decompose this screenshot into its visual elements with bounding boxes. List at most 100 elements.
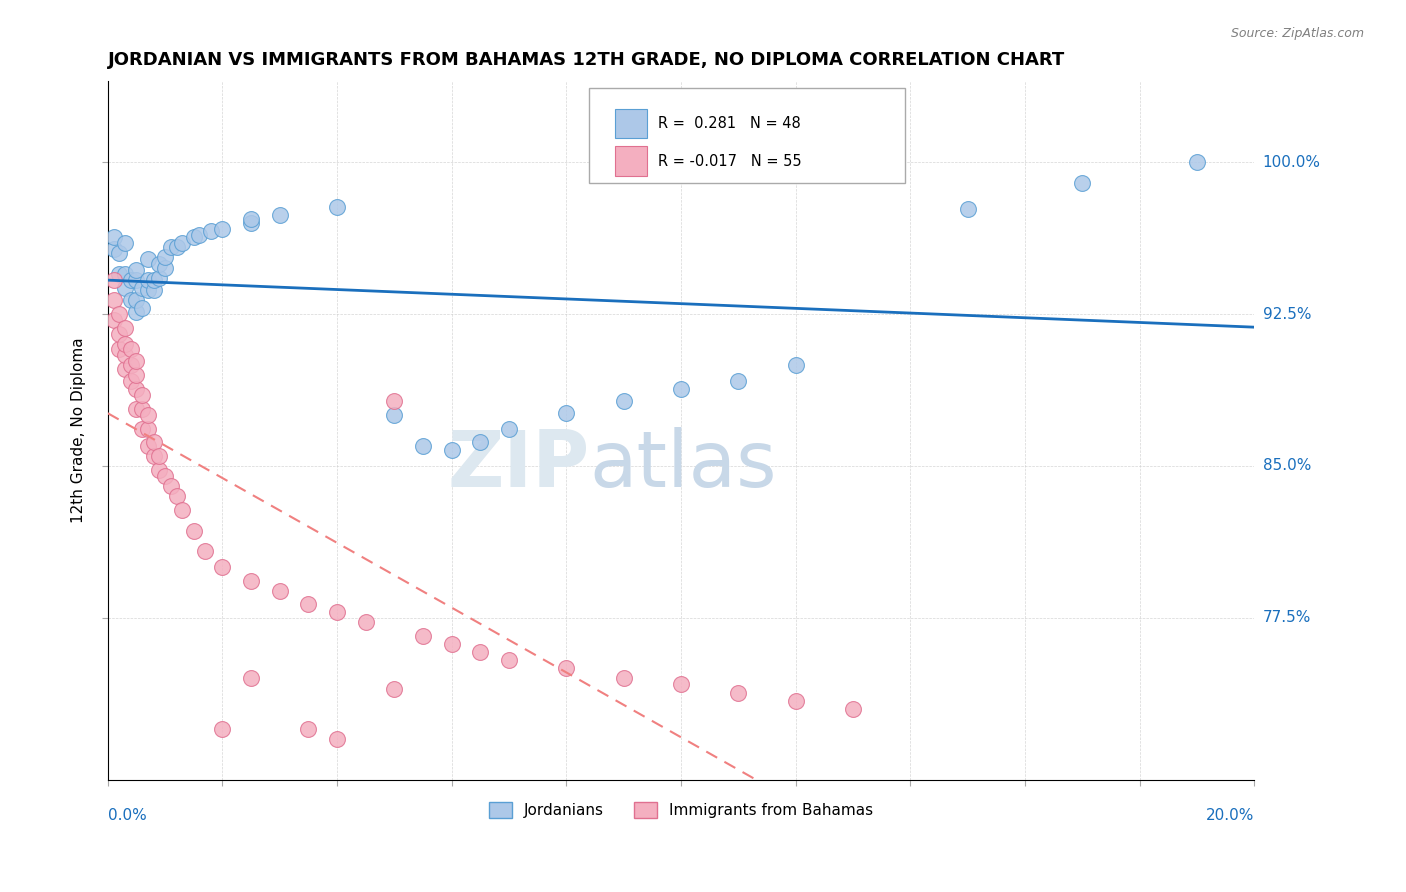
Text: 100.0%: 100.0%: [1263, 155, 1320, 169]
Text: 77.5%: 77.5%: [1263, 610, 1310, 625]
Point: [384, 409, 406, 423]
Point: [103, 313, 125, 327]
Point: [613, 394, 636, 409]
Point: [160, 240, 183, 254]
Point: [956, 202, 979, 216]
Bar: [614, 146, 647, 176]
Point: [136, 439, 159, 453]
Point: [103, 230, 125, 244]
Point: [470, 645, 492, 659]
Point: [114, 236, 136, 251]
Point: [153, 260, 176, 275]
Point: [384, 394, 406, 409]
Point: [440, 442, 463, 457]
Point: [108, 342, 131, 356]
Point: [1185, 155, 1208, 169]
Point: [120, 358, 142, 372]
Point: [153, 251, 176, 265]
Point: [240, 216, 263, 230]
Point: [136, 422, 159, 436]
Point: [354, 615, 377, 629]
Text: R = -0.017   N = 55: R = -0.017 N = 55: [658, 153, 801, 169]
Point: [555, 406, 578, 420]
FancyBboxPatch shape: [589, 88, 904, 183]
Point: [148, 449, 170, 463]
Point: [142, 273, 165, 287]
Y-axis label: 12th Grade, No Diploma: 12th Grade, No Diploma: [72, 338, 86, 524]
Point: [153, 469, 176, 483]
Point: [125, 382, 148, 396]
Point: [326, 605, 349, 619]
Point: [172, 503, 194, 517]
Point: [727, 374, 749, 388]
Point: [125, 353, 148, 368]
Point: [114, 361, 136, 376]
Point: [240, 672, 263, 686]
Point: [120, 342, 142, 356]
Point: [125, 305, 148, 319]
Text: Source: ZipAtlas.com: Source: ZipAtlas.com: [1230, 27, 1364, 40]
Text: R =  0.281   N = 48: R = 0.281 N = 48: [658, 116, 801, 131]
Point: [785, 694, 807, 708]
Point: [384, 681, 406, 696]
Point: [136, 252, 159, 267]
Point: [131, 422, 153, 436]
Point: [120, 374, 142, 388]
Point: [108, 327, 131, 342]
Text: 0.0%: 0.0%: [108, 807, 146, 822]
Point: [1071, 176, 1094, 190]
Point: [613, 672, 636, 686]
Point: [160, 479, 183, 493]
Point: [103, 243, 125, 257]
Point: [211, 222, 233, 236]
Point: [412, 629, 434, 643]
Point: [125, 293, 148, 307]
Point: [148, 256, 170, 270]
Point: [108, 267, 131, 281]
Point: [142, 283, 165, 297]
Point: [669, 382, 692, 396]
Point: [194, 544, 217, 558]
Point: [125, 368, 148, 382]
Point: [269, 584, 291, 599]
Point: [136, 283, 159, 297]
Bar: [614, 109, 647, 138]
Point: [842, 702, 865, 716]
Point: [120, 293, 142, 307]
Point: [148, 270, 170, 285]
Point: [103, 293, 125, 307]
Point: [412, 439, 434, 453]
Point: [125, 273, 148, 287]
Text: 20.0%: 20.0%: [1206, 807, 1254, 822]
Point: [114, 321, 136, 335]
Point: [498, 653, 520, 667]
Text: ZIP: ZIP: [447, 427, 589, 503]
Point: [131, 281, 153, 295]
Point: [188, 228, 211, 243]
Point: [131, 388, 153, 402]
Point: [498, 422, 520, 436]
Point: [555, 661, 578, 675]
Point: [326, 732, 349, 747]
Point: [131, 301, 153, 315]
Point: [326, 200, 349, 214]
Text: 85.0%: 85.0%: [1263, 458, 1310, 474]
Point: [166, 489, 188, 503]
Point: [108, 246, 131, 260]
Point: [125, 262, 148, 277]
Point: [125, 402, 148, 417]
Point: [136, 409, 159, 423]
Point: [114, 337, 136, 351]
Point: [727, 685, 749, 699]
Point: [108, 307, 131, 321]
Point: [200, 224, 222, 238]
Point: [114, 267, 136, 281]
Text: 92.5%: 92.5%: [1263, 307, 1312, 322]
Point: [120, 273, 142, 287]
Point: [269, 208, 291, 222]
Point: [470, 434, 492, 449]
Point: [183, 524, 205, 538]
Point: [142, 449, 165, 463]
Point: [211, 560, 233, 574]
Point: [785, 358, 807, 372]
